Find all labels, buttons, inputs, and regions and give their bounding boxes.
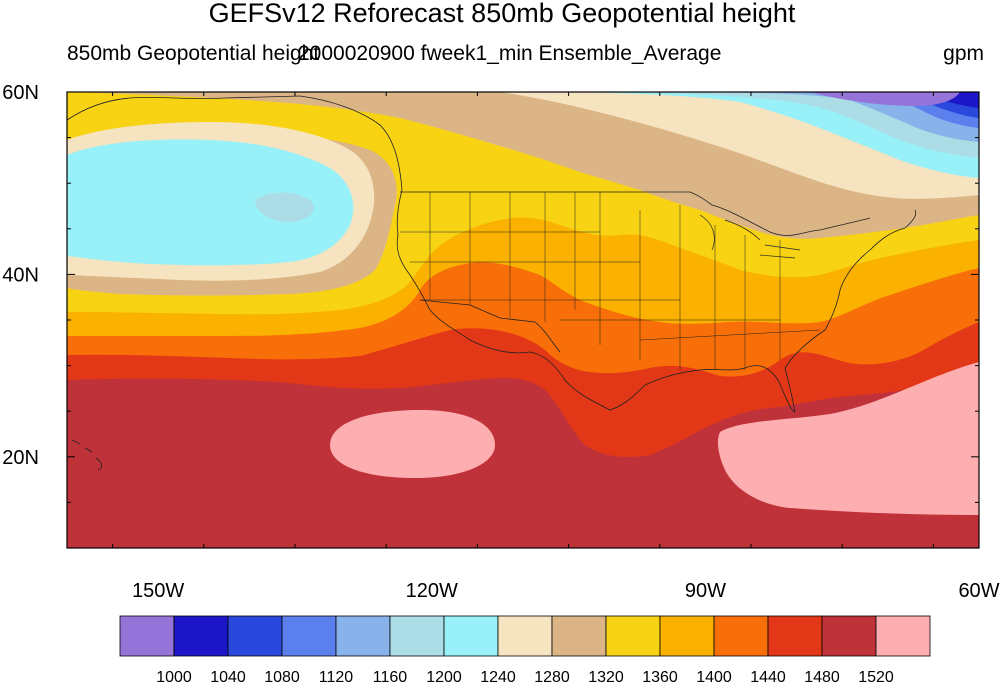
colorbar-label: 1360 [642,669,678,684]
great-lakes [699,214,801,259]
colorbar-label: 1120 [319,669,354,684]
colorbar-label: 1520 [858,669,894,684]
colorbar-swatch [227,615,283,657]
us-mexico-border [419,299,561,353]
colorbar-label: 1320 [588,669,624,684]
colorbar: 1000 1040 1080 1120 1160 1200 1240 1280 1320 1360… [119,615,931,684]
colorbar-swatch [713,615,769,657]
colorbar-swatch [497,615,553,657]
colorbar-label: 1160 [373,669,408,684]
lon-label: 60W [958,580,999,602]
coastline [66,95,917,413]
colorbar-swatch [335,615,391,657]
colorbar-swatch [605,615,661,657]
units-label: gpm [943,42,984,65]
lat-label: 60N [2,82,39,104]
colorbar-swatch [767,615,823,657]
band-low [810,92,960,106]
run-label: 2000020900 fweek1_min Ensemble_Average [298,42,722,65]
colorbar-swatch [389,615,445,657]
latitude-ticks: 60N 40N 20N [2,82,979,503]
map-title: GEFSv12 Reforecast 850mb Geopotential he… [208,0,796,28]
hawaii-islands [71,439,102,471]
colorbar-label: 1080 [264,669,300,684]
longitude-ticks: 150W 120W 90W 60W [112,92,1000,602]
colorbar-swatch [173,615,229,657]
colorbar-label: 1000 [156,669,192,684]
colorbar-label: 1200 [426,669,462,684]
colorbar-label: 1440 [750,669,786,684]
high-center-pacific [330,410,495,478]
colorbar-swatch [875,615,931,657]
high-center-atlantic [717,362,979,515]
lon-label: 120W [406,580,458,602]
colorbar-swatch [119,615,175,657]
band-1200 [67,92,979,266]
colorbar-label: 1400 [696,669,732,684]
lon-label: 150W [132,580,184,602]
colorbar-swatch [551,615,607,657]
colorbar-swatch [821,615,877,657]
boundaries [66,95,917,471]
colorbar-swatch [659,615,715,657]
colorbar-label: 1240 [480,669,516,684]
lon-label: 90W [685,580,726,602]
variable-label: 850mb Geopotential height [67,42,320,65]
state-lines [400,192,821,370]
contour-field [67,92,979,548]
lat-label: 40N [2,264,39,286]
us-canada-border [400,191,871,236]
colorbar-label: 1280 [534,669,570,684]
colorbar-label: 1480 [804,669,840,684]
colorbar-label: 1040 [210,669,246,684]
colorbar-swatch [281,615,337,657]
colorbar-swatch [443,615,499,657]
lat-label: 20N [2,447,39,469]
